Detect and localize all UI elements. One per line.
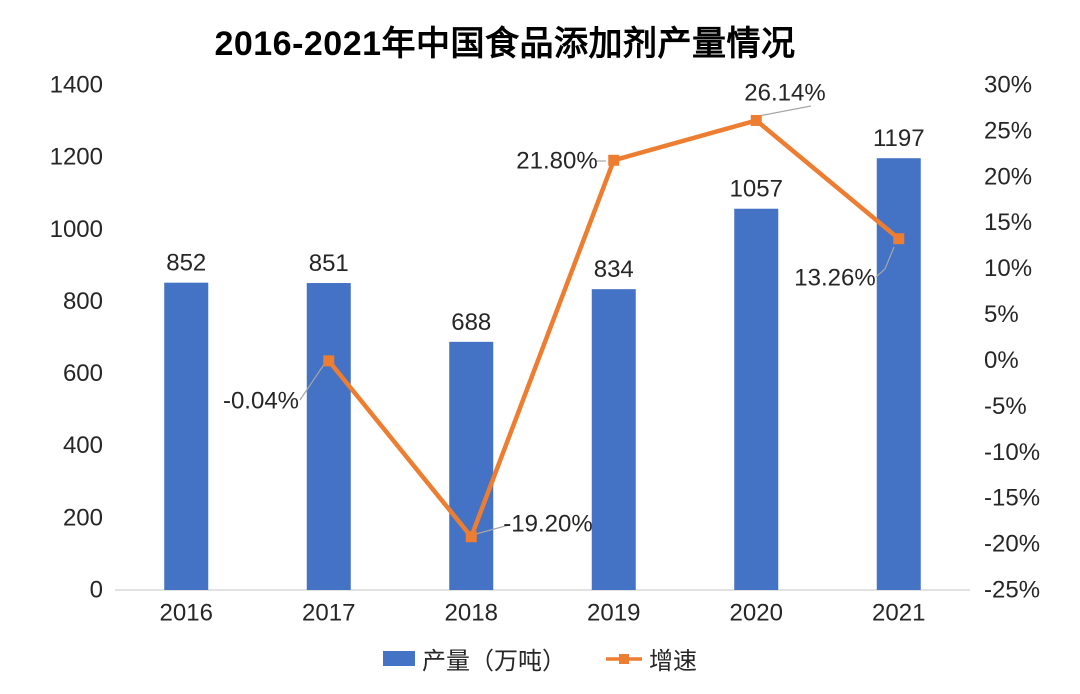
right-axis-tick: -15% <box>984 485 1040 512</box>
line-series-swatch-icon <box>606 653 642 664</box>
bar-2019 <box>591 289 636 590</box>
bar-value-label-2016: 852 <box>166 250 206 277</box>
left-axis-tick: 200 <box>63 504 103 531</box>
x-axis-label-2021: 2021 <box>872 600 925 627</box>
bar-value-label-2020: 1057 <box>730 176 783 203</box>
growth-value-label-2021: 13.26% <box>794 265 875 292</box>
label-leader-line <box>875 246 895 278</box>
label-leader-line <box>758 105 812 117</box>
right-axis-tick: -10% <box>984 439 1040 466</box>
bar-2016 <box>164 282 209 590</box>
right-axis-tick: -25% <box>984 577 1040 604</box>
right-axis-tick: 10% <box>984 255 1032 282</box>
growth-marker-2019 <box>608 154 620 166</box>
growth-marker-2021 <box>893 233 905 245</box>
right-axis-tick: -5% <box>984 393 1027 420</box>
right-axis-tick: 25% <box>984 117 1032 144</box>
bar-2021 <box>876 158 921 590</box>
bar-2017 <box>306 283 351 590</box>
bar-series-swatch-icon <box>383 651 415 666</box>
x-axis-label-2020: 2020 <box>730 600 783 627</box>
growth-marker-2020 <box>750 114 762 126</box>
growth-marker-2018 <box>465 531 477 543</box>
legend: 产量（万吨） 增速 <box>0 641 1080 676</box>
right-axis-tick: 5% <box>984 301 1019 328</box>
legend-item-production: 产量（万吨） <box>383 641 566 676</box>
legend-label-growth: 增速 <box>649 648 697 675</box>
bar-2020 <box>734 208 779 590</box>
bar-value-label-2021: 1197 <box>873 125 925 152</box>
growth-value-label-2017: -0.04% <box>223 388 299 415</box>
left-axis-tick: 400 <box>63 432 103 459</box>
x-axis-label-2017: 2017 <box>302 600 355 627</box>
bar-value-label-2018: 688 <box>451 309 491 336</box>
chart-title: 2016-2021年中国食品添加剂产量情况 <box>214 25 796 63</box>
bar-value-label-2017: 851 <box>309 250 349 277</box>
growth-value-label-2019: 21.80% <box>516 148 597 175</box>
bar-2018 <box>449 341 494 590</box>
growth-value-label-2020: 26.14% <box>744 80 825 107</box>
x-axis-label-2018: 2018 <box>445 600 498 627</box>
left-axis-tick: 1000 <box>50 216 103 243</box>
bar-value-label-2019: 834 <box>594 256 634 283</box>
legend-label-production: 产量（万吨） <box>422 648 566 675</box>
left-axis-tick: 800 <box>63 288 103 315</box>
growth-marker-2017 <box>323 355 335 367</box>
x-axis-label-2016: 2016 <box>160 600 213 627</box>
right-axis-tick: 15% <box>984 209 1032 236</box>
left-axis-tick: 0 <box>90 577 103 604</box>
legend-item-growth: 增速 <box>606 641 697 676</box>
left-axis-tick: 600 <box>63 360 103 387</box>
left-axis-tick: 1400 <box>50 72 103 99</box>
left-axis-tick: 1200 <box>50 144 103 171</box>
right-axis-tick: 0% <box>984 347 1019 374</box>
right-axis-tick: -20% <box>984 531 1040 558</box>
x-axis-label-2019: 2019 <box>587 600 640 627</box>
label-leader-line <box>475 524 510 535</box>
label-leader-line <box>299 362 326 401</box>
right-axis-tick: 20% <box>984 163 1032 190</box>
growth-value-label-2018: -19.20% <box>503 511 592 538</box>
right-axis-tick: 30% <box>984 72 1032 99</box>
